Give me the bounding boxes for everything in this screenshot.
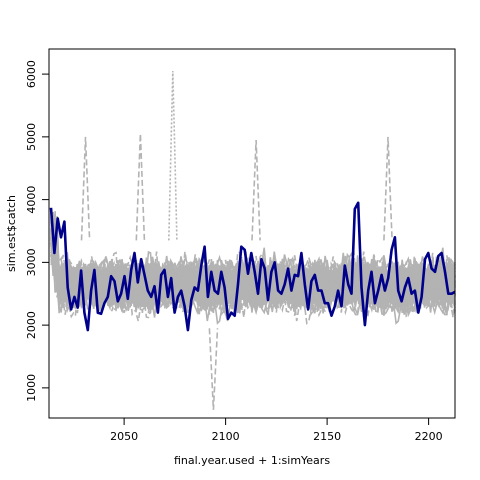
y-tick-label: 1000 [25,374,38,402]
x-tick-label: 2200 [415,430,443,443]
plot-frame [48,48,456,419]
y-tick-label: 5000 [25,123,38,151]
y-tick-label: 2000 [25,311,38,339]
x-axis: 2050 2100 2150 2200 [110,418,443,443]
y-tick-label: 3000 [25,248,38,276]
x-tick-label: 2150 [313,430,341,443]
spike-trajectory [80,136,91,241]
x-tick-label: 2050 [110,430,138,443]
y-tick-label: 4000 [25,186,38,214]
spike-trajectory [208,328,219,410]
spike-trajectory [251,139,261,241]
x-axis-title: final.year.used + 1:simYears [174,454,330,467]
x-tick-label: 2100 [212,430,240,443]
highlighted-series-line [49,201,456,332]
spike-trajectory [383,136,393,241]
highlighted-series-group [49,201,456,332]
y-axis-title: sim.est$catch [5,195,18,272]
spike-trajectories [80,70,393,410]
spike-trajectory [168,70,178,241]
y-tick-label: 6000 [25,60,38,88]
spike-trajectory [135,133,146,241]
y-axis: 1000 2000 3000 4000 5000 6000 [25,60,49,402]
